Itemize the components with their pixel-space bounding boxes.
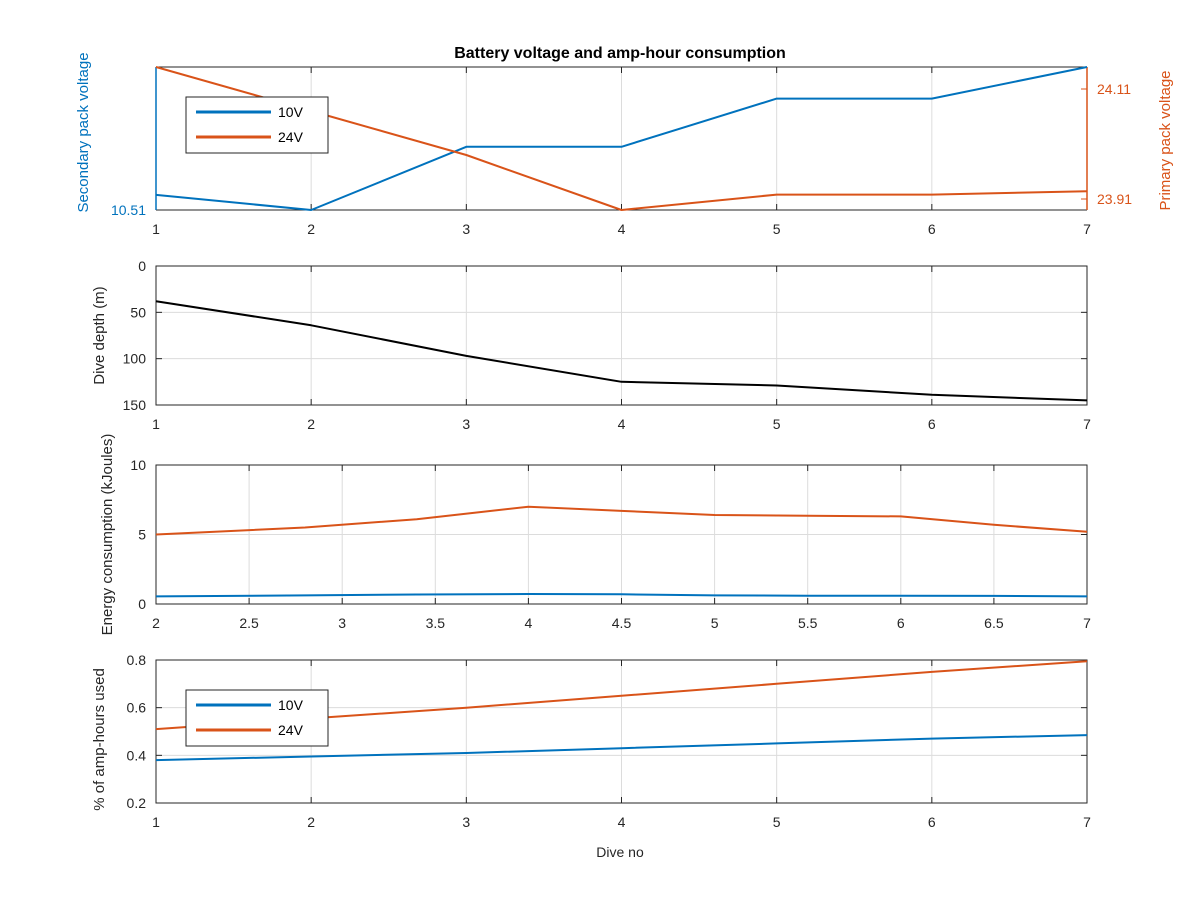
depth-xtick-label: 4 xyxy=(618,416,626,432)
amphours-xtick-label: 5 xyxy=(773,814,781,830)
amphours-ylabel: % of amp-hours used xyxy=(91,668,108,811)
amphours-ytick-label: 0.6 xyxy=(127,700,147,716)
amphours-xtick-label: 6 xyxy=(928,814,936,830)
amphours-axes-box xyxy=(155,659,1088,804)
depth-axes-box xyxy=(155,265,1088,406)
energy-xtick-label: 3.5 xyxy=(426,615,446,631)
energy-xtick-label: 6 xyxy=(897,615,905,631)
depth-xtick-label: 2 xyxy=(307,416,315,432)
voltage-xtick-label: 4 xyxy=(618,221,626,237)
voltage-ylabel-left: Secondary pack voltage xyxy=(75,52,92,212)
energy-xtick-label: 3 xyxy=(338,615,346,631)
energy-xtick-label: 4.5 xyxy=(612,615,632,631)
series-line-24V-energy xyxy=(155,505,1088,536)
amphours-ytick-label: 0.8 xyxy=(127,652,147,668)
amphours-xtick-label: 2 xyxy=(307,814,315,830)
amphours-legend-label: 24V xyxy=(278,722,304,738)
voltage-legend-label: 24V xyxy=(278,129,304,145)
depth-xtick-label: 5 xyxy=(773,416,781,432)
series-line-10V-voltage xyxy=(155,66,1088,211)
voltage-xtick-label: 5 xyxy=(773,221,781,237)
energy-xtick-label: 5.5 xyxy=(798,615,818,631)
amphours-ytick-label: 0.2 xyxy=(127,795,147,811)
energy-ytick-label: 10 xyxy=(130,457,146,473)
energy-xtick-label: 2.5 xyxy=(239,615,259,631)
depth-xtick-label: 1 xyxy=(152,416,160,432)
voltage-yright-tick-label: 23.91 xyxy=(1097,191,1132,207)
series-line-10V-amphours xyxy=(155,734,1088,762)
depth-ytick-label: 0 xyxy=(138,258,146,274)
voltage-xtick-label: 2 xyxy=(307,221,315,237)
amphours-xtick-label: 1 xyxy=(152,814,160,830)
subplot-amphours: 0.2 0.4 0.6 0.8 1 2 3 4 5 6 7 % of amp-hours used 10… xyxy=(91,652,1091,830)
depth-ylabel: Dive depth (m) xyxy=(91,286,108,384)
voltage-xtick-label: 7 xyxy=(1083,221,1091,237)
depth-xtick-label: 6 xyxy=(928,416,936,432)
amphours-xtick-label: 7 xyxy=(1083,814,1091,830)
amphours-legend xyxy=(185,689,329,747)
subplot-voltage: 1 2 3 4 5 6 7 10.51 23.91 24.11 Secondary pack vol… xyxy=(75,52,1174,237)
voltage-yright-tick-label: 24.11 xyxy=(1097,81,1131,97)
subplot-depth: 0 50 100 150 1 2 3 4 5 6 7 Dive depth (m) xyxy=(91,258,1091,432)
voltage-legend xyxy=(185,96,329,154)
energy-xtick-label: 2 xyxy=(152,615,160,631)
depth-ytick-label: 150 xyxy=(123,397,147,413)
energy-xtick-label: 4 xyxy=(525,615,533,631)
series-line-10V-energy xyxy=(155,593,1088,598)
voltage-xtick-label: 3 xyxy=(462,221,470,237)
voltage-xtick-label: 1 xyxy=(152,221,160,237)
depth-xtick-label: 3 xyxy=(462,416,470,432)
figure-title: Battery voltage and amp-hour consumption xyxy=(454,45,786,62)
depth-ytick-label: 100 xyxy=(123,351,147,367)
energy-ylabel: Energy consumption (kJoules) xyxy=(99,434,116,636)
series-line-depth-depth xyxy=(155,300,1088,402)
amphours-legend-label: 10V xyxy=(278,697,304,713)
energy-xtick-label: 5 xyxy=(711,615,719,631)
depth-xtick-label: 7 xyxy=(1083,416,1091,432)
subplots: 1 2 3 4 5 6 7 10.51 23.91 24.11 Secondary pack vol… xyxy=(75,52,1174,830)
energy-ytick-label: 0 xyxy=(138,596,146,612)
energy-xtick-label: 6.5 xyxy=(984,615,1004,631)
depth-ytick-label: 50 xyxy=(130,304,146,320)
amphours-xtick-label: 4 xyxy=(618,814,626,830)
voltage-legend-label: 10V xyxy=(278,104,304,120)
voltage-ylabel-right: Primary pack voltage xyxy=(1157,70,1174,210)
energy-ytick-label: 5 xyxy=(138,527,146,543)
voltage-yleft-tick-label: 10.51 xyxy=(111,202,146,218)
amphours-ytick-label: 0.4 xyxy=(127,747,147,763)
voltage-xtick-label: 6 xyxy=(928,221,936,237)
energy-xtick-label: 7 xyxy=(1083,615,1091,631)
x-axis-label: Dive no xyxy=(596,844,644,860)
amphours-xtick-label: 3 xyxy=(462,814,470,830)
subplot-energy: 0 5 10 2 2.5 3 3.5 4 4.5 5 5.5 6 6.5 7 Energy consumpt… xyxy=(99,434,1091,636)
